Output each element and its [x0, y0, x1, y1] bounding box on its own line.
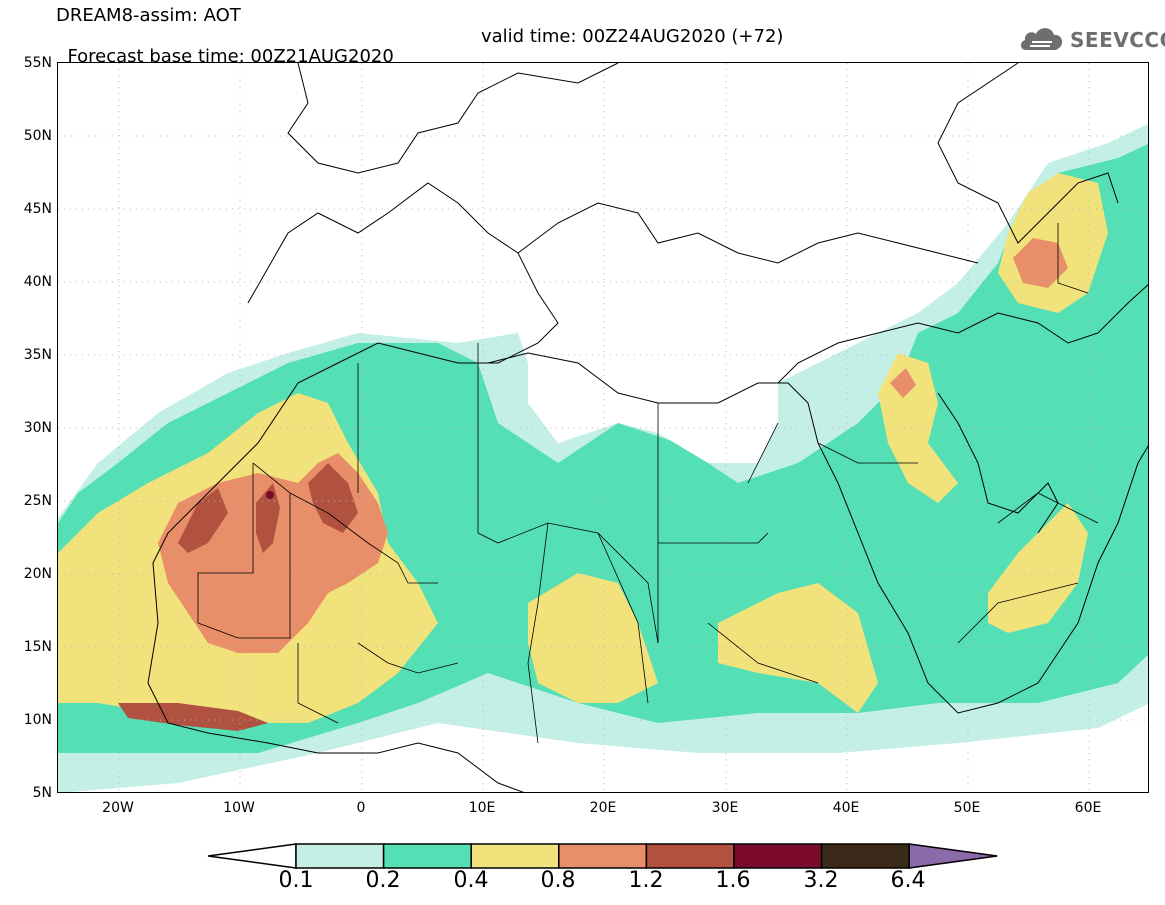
aot-area-salmon-caspian	[1013, 238, 1068, 288]
aot-area-salmon-gulf	[890, 368, 916, 398]
colorbar-label: 0.2	[365, 868, 401, 893]
aot-area-white-libya	[528, 343, 778, 463]
coastlines	[147, 63, 1148, 792]
aot-band-salmon-south	[118, 703, 268, 731]
valid-time: valid time: 00Z24AUG2020 (+72)	[481, 26, 784, 47]
colorbar-segment	[645, 843, 735, 869]
lat-label: 30N	[23, 420, 52, 436]
cloud-icon	[1020, 28, 1063, 50]
lat-label: 15N	[23, 639, 52, 655]
lon-label: 20E	[589, 800, 617, 816]
colorbar-label: 1.2	[628, 868, 664, 893]
aot-area-maroon	[266, 491, 274, 499]
seevccc-logo: SEEVCCC	[1018, 22, 1165, 58]
colorbar-segment	[733, 843, 823, 869]
colorbar-label: 6.4	[890, 868, 926, 893]
lon-label: 60E	[1074, 800, 1102, 816]
lon-label: 10W	[223, 800, 255, 816]
forecast-time-line: Forecast base time: 00Z21AUG2020 valid t…	[56, 27, 783, 87]
lat-label: 35N	[23, 347, 52, 363]
aot-area-yellow-central	[528, 573, 658, 703]
lat-label: 25N	[23, 493, 52, 509]
aot-area-yellow-east-africa	[718, 583, 878, 713]
colorbar-label: 0.1	[278, 868, 314, 893]
logo-text: SEEVCCC	[1070, 28, 1165, 52]
aot-map	[57, 62, 1149, 793]
lat-label: 50N	[23, 128, 52, 144]
colorbar-label: 3.2	[803, 868, 839, 893]
lat-label: 45N	[23, 201, 52, 217]
aot-field	[58, 123, 1148, 792]
lat-label: 40N	[23, 274, 52, 290]
colorbar-segment	[820, 843, 910, 869]
lon-label: 50E	[953, 800, 981, 816]
graticule	[58, 63, 1148, 792]
colorbar-over-triangle	[908, 843, 998, 869]
colorbar-label: 1.6	[715, 868, 751, 893]
lat-label: 55N	[23, 55, 52, 71]
lon-label: 0	[356, 800, 366, 816]
lat-label: 20N	[23, 566, 52, 582]
borders	[197, 223, 1099, 744]
colorbar-segment	[558, 843, 648, 869]
map-canvas	[58, 63, 1148, 792]
colorbar-under-triangle	[207, 843, 297, 869]
colorbar-label: 0.4	[453, 868, 489, 893]
lon-label: 20W	[102, 800, 134, 816]
lon-label: 30E	[711, 800, 739, 816]
lon-label: 40E	[832, 800, 860, 816]
colorbar-segment	[382, 843, 472, 869]
aot-area-brown-west-3	[308, 463, 358, 533]
colorbar-label: 0.8	[540, 868, 576, 893]
aot-area-brown-west-1	[178, 488, 228, 553]
lat-label: 5N	[32, 785, 52, 801]
map-title: DREAM8-assim: AOT	[56, 5, 241, 26]
aot-area-yellow-arabia	[988, 503, 1088, 633]
base-time: Forecast base time: 00Z21AUG2020	[67, 46, 394, 67]
lon-label: 10E	[468, 800, 496, 816]
colorbar-segment	[295, 843, 385, 869]
colorbar-segment	[470, 843, 560, 869]
lat-label: 10N	[23, 712, 52, 728]
